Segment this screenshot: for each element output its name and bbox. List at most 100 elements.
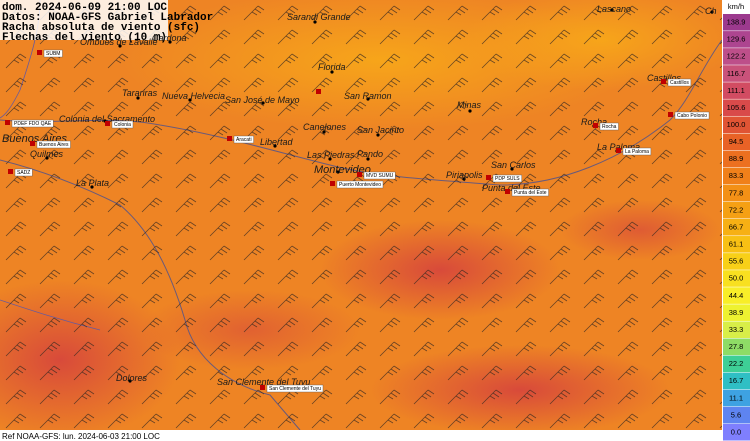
station: Colonia [111, 120, 134, 129]
legend-swatch [723, 372, 750, 390]
legend-label: 33.3 [729, 325, 744, 334]
city-dot [118, 44, 122, 48]
city-dot [45, 156, 49, 160]
station-label: Buenos Aires [39, 142, 69, 148]
city-dot [261, 101, 265, 105]
station-label: San Clemente del Tuyu [269, 386, 321, 392]
station-marker [616, 148, 621, 153]
city-label: San Jacinto [357, 125, 404, 135]
city-label: San Carlos [491, 160, 536, 170]
station: Buenos Aires [36, 140, 71, 149]
city-dot [330, 70, 334, 74]
legend-label: 27.8 [729, 342, 744, 351]
footer-box [0, 430, 722, 441]
station-marker [260, 385, 265, 390]
legend-swatch [723, 99, 750, 116]
legend-label: 66.7 [729, 222, 744, 231]
station-box [336, 180, 384, 189]
station-marker [661, 79, 666, 84]
legend-swatch [723, 167, 750, 185]
station-box [599, 122, 619, 131]
station-label: MVD SUMU [366, 173, 394, 179]
station: Punta del Este [511, 188, 549, 197]
city-label: Sarandi Grande [287, 12, 351, 22]
station-box [667, 78, 692, 87]
city-label: Quilmes [30, 149, 64, 159]
station: PDP SULS [492, 174, 522, 183]
legend-swatch [723, 218, 750, 236]
legend-label: 72.2 [729, 205, 744, 214]
header-date: dom. 2024-06-09 21:00 LOC [2, 2, 167, 14]
legend-swatch [723, 338, 750, 356]
legend-label: 122.2 [727, 52, 746, 61]
city-label: Ch [705, 6, 717, 16]
station: MVD SUMU [363, 171, 396, 180]
city-dot [366, 97, 370, 101]
legend-swatch [723, 65, 750, 82]
city-label: Ombues de Lavalle [80, 37, 158, 47]
city-dot [188, 98, 192, 102]
legend-label: 83.3 [729, 171, 744, 180]
legend-swatch [723, 253, 750, 270]
station: PDEF FDO QAE [11, 119, 54, 128]
legend-swatch [723, 406, 750, 424]
station-box [14, 168, 33, 177]
station: Rocha [599, 122, 619, 131]
header-source: Datos: NOAA-GFS Gabriel Labrador [2, 12, 213, 24]
city-dot [510, 167, 514, 171]
legend-label: 111.1 [727, 86, 745, 95]
station-marker [505, 189, 510, 194]
city-label: Las Piedras [307, 150, 355, 160]
legend-label: 138.9 [727, 18, 746, 27]
station-box [43, 49, 63, 58]
station-marker [593, 123, 598, 128]
footer-ref: Ref NOAA-GFS: lun. 2024-06-03 21:00 LOC [2, 432, 160, 441]
city-label: Nueva Helvecia [162, 91, 225, 101]
legend-label: 22.2 [729, 359, 744, 368]
station: Aracati [233, 135, 254, 144]
station: Cabo Polonio [674, 111, 710, 120]
legend-swatch [723, 14, 750, 31]
station-label: Puerto Montevideo [339, 182, 381, 188]
city-label: Florida [318, 62, 346, 72]
legend-swatch [723, 31, 750, 48]
city-label: Punta del Este [482, 183, 541, 193]
station-label: Aracati [236, 137, 252, 143]
legend-label: 0.0 [731, 427, 741, 436]
station-box [36, 140, 71, 149]
city-label: Lascano [597, 4, 631, 14]
station-label: SUBM [46, 51, 60, 57]
city-label: San José de Mayo [225, 95, 300, 105]
city-label: La Plata [76, 178, 109, 188]
station-marker [8, 169, 13, 174]
station: Castillos [667, 78, 692, 87]
legend-swatch [723, 270, 750, 287]
city-label: Tarariras [122, 88, 158, 98]
legend-label: 44.4 [729, 291, 744, 300]
legend-swatch [723, 184, 750, 202]
station-box [622, 147, 652, 156]
legend-label: 5.6 [731, 410, 741, 419]
city-label: Minas [457, 100, 482, 110]
city-dot [610, 8, 614, 12]
city-dot [328, 157, 332, 161]
station-label: SADZ [17, 170, 30, 176]
city-dot [468, 109, 472, 113]
city-dot [336, 170, 340, 174]
city-label: Piriapolis [446, 170, 483, 180]
legend-label: 88.9 [729, 154, 744, 163]
legend-swatch [723, 236, 750, 253]
legend-swatch [723, 48, 750, 65]
legend-label: 55.6 [729, 257, 744, 266]
city-dot [168, 40, 172, 44]
legend-swatch [723, 150, 750, 168]
legend-swatch [723, 321, 750, 339]
city-label: San Clemente del Tuyu [217, 377, 310, 387]
legend-label: 50.0 [729, 274, 744, 283]
station-marker [37, 50, 42, 55]
station-box [233, 135, 254, 144]
city-label: Libertad [260, 137, 294, 147]
city-label: Colonia del Sacramento [59, 114, 155, 124]
city-dot [462, 177, 466, 181]
